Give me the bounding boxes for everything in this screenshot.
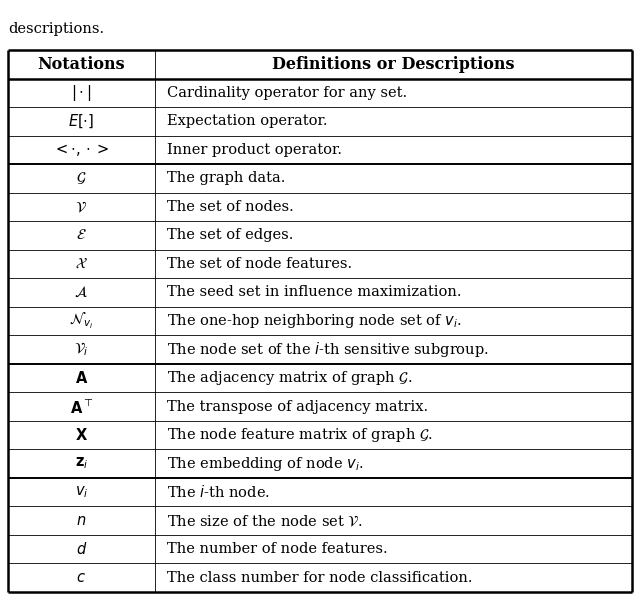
Text: $\mathbf{X}$: $\mathbf{X}$ <box>75 427 88 443</box>
Text: $\mathbf{A}^{\top}$: $\mathbf{A}^{\top}$ <box>70 398 93 416</box>
Text: $v_i$: $v_i$ <box>75 484 88 500</box>
Text: The node feature matrix of graph $\mathcal{G}$.: The node feature matrix of graph $\mathc… <box>166 426 433 444</box>
Text: Notations: Notations <box>38 56 125 73</box>
Text: $\mathbf{A}$: $\mathbf{A}$ <box>75 370 88 386</box>
Text: $\mathcal{X}$: $\mathcal{X}$ <box>75 257 88 271</box>
Text: $\mathcal{V}$: $\mathcal{V}$ <box>76 199 87 215</box>
Text: The node set of the $i$-th sensitive subgroup.: The node set of the $i$-th sensitive sub… <box>166 340 488 359</box>
Text: Definitions or Descriptions: Definitions or Descriptions <box>272 56 515 73</box>
Text: The set of node features.: The set of node features. <box>166 257 352 271</box>
Text: The size of the node set $\mathcal{V}$.: The size of the node set $\mathcal{V}$. <box>166 513 362 528</box>
Text: The one-hop neighboring node set of $v_i$.: The one-hop neighboring node set of $v_i… <box>166 312 461 330</box>
Text: descriptions.: descriptions. <box>8 22 104 36</box>
Text: The set of edges.: The set of edges. <box>166 228 293 242</box>
Text: $\mathcal{A}$: $\mathcal{A}$ <box>74 285 88 300</box>
Text: The class number for node classification.: The class number for node classification… <box>166 570 472 585</box>
Text: $|\cdot|$: $|\cdot|$ <box>71 83 92 103</box>
Text: The transpose of adjacency matrix.: The transpose of adjacency matrix. <box>166 399 428 414</box>
Text: $\mathcal{V}_i$: $\mathcal{V}_i$ <box>74 341 88 358</box>
Text: $c$: $c$ <box>76 570 86 585</box>
Text: The set of nodes.: The set of nodes. <box>166 200 293 214</box>
Text: Cardinality operator for any set.: Cardinality operator for any set. <box>166 86 407 100</box>
Text: The graph data.: The graph data. <box>166 172 285 185</box>
Text: The $i$-th node.: The $i$-th node. <box>166 484 269 500</box>
Text: The embedding of node $v_i$.: The embedding of node $v_i$. <box>166 454 364 472</box>
Text: $d$: $d$ <box>76 541 87 557</box>
Text: $\mathcal{G}$: $\mathcal{G}$ <box>76 170 86 187</box>
Text: $\mathbf{z}_i$: $\mathbf{z}_i$ <box>75 456 88 471</box>
Text: The seed set in influence maximization.: The seed set in influence maximization. <box>166 285 461 300</box>
Text: $\mathcal{N}_{v_i}$: $\mathcal{N}_{v_i}$ <box>69 311 93 331</box>
Text: $E[\cdot]$: $E[\cdot]$ <box>68 112 94 130</box>
Text: The adjacency matrix of graph $\mathcal{G}$.: The adjacency matrix of graph $\mathcal{… <box>166 369 412 387</box>
Text: $n$: $n$ <box>76 514 86 527</box>
Text: Inner product operator.: Inner product operator. <box>166 143 342 157</box>
Text: $<\cdot,\cdot>$: $<\cdot,\cdot>$ <box>53 142 109 158</box>
Text: The number of node features.: The number of node features. <box>166 542 387 556</box>
Text: $\mathcal{E}$: $\mathcal{E}$ <box>76 228 86 242</box>
Text: Expectation operator.: Expectation operator. <box>166 114 327 129</box>
